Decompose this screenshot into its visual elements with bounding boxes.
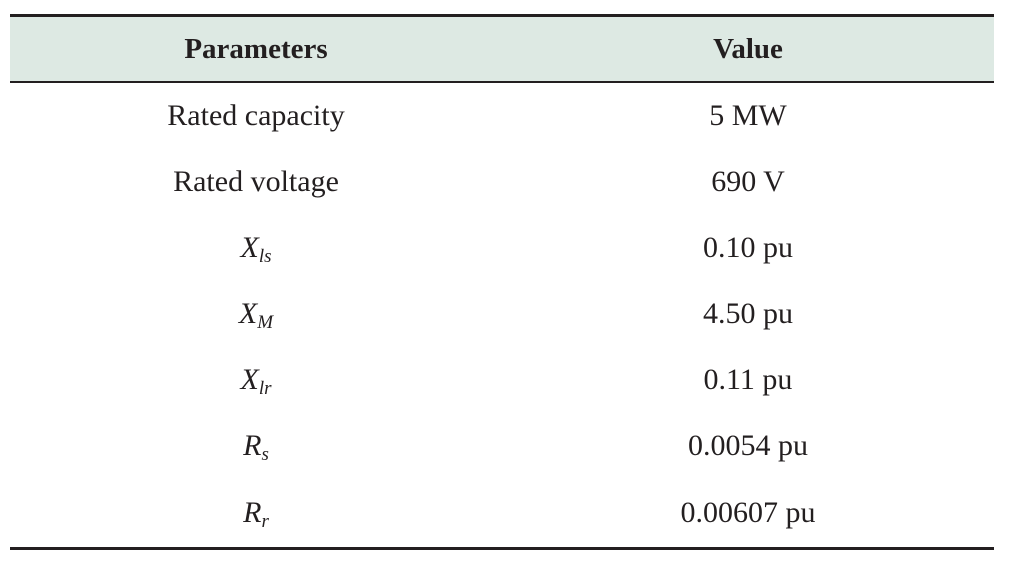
param-cell: XM bbox=[10, 281, 502, 347]
param-symbol: Xlr bbox=[240, 363, 272, 399]
symbol-subscript: lr bbox=[258, 378, 272, 399]
value-cell: 0.11 pu bbox=[703, 363, 793, 396]
table-row: Xlr 0.11 pu bbox=[10, 347, 994, 413]
value-cell: 0.00607 pu bbox=[502, 479, 994, 550]
table-row: XM 4.50 pu bbox=[10, 281, 994, 347]
symbol-base: X bbox=[240, 363, 259, 396]
symbol-subscript: M bbox=[257, 312, 274, 333]
table-row: Rated capacity 5 MW bbox=[10, 82, 994, 149]
param-symbol: XM bbox=[238, 297, 274, 333]
table-row: Rs 0.0054 pu bbox=[10, 413, 994, 479]
symbol-subscript: s bbox=[261, 444, 269, 465]
symbol-base: X bbox=[240, 231, 259, 264]
symbol-subscript: r bbox=[261, 511, 269, 532]
parameters-table: Parameters Value Rated capacity 5 MW Rat… bbox=[10, 14, 994, 550]
param-cell: Xls bbox=[10, 215, 502, 281]
value-cell: 0.0054 pu bbox=[688, 429, 808, 462]
param-cell: Rs bbox=[10, 413, 502, 479]
param-cell: Rr bbox=[10, 479, 502, 550]
symbol-base: R bbox=[243, 429, 262, 462]
table-row: Rr 0.00607 pu bbox=[10, 479, 994, 550]
param-symbol: Xls bbox=[240, 231, 272, 267]
value-cell: 0.10 pu bbox=[703, 231, 793, 264]
param-cell: Rated capacity bbox=[10, 82, 502, 149]
param-cell: Xlr bbox=[10, 347, 502, 413]
table-row: Rated voltage 690 V bbox=[10, 149, 994, 215]
symbol-base: X bbox=[238, 297, 258, 330]
table-row: Xls 0.10 pu bbox=[10, 215, 994, 281]
symbol-base: R bbox=[243, 496, 262, 529]
symbol-subscript: ls bbox=[258, 246, 272, 267]
header-parameters: Parameters bbox=[10, 14, 502, 83]
param-label: Rated voltage bbox=[173, 165, 339, 198]
param-label: Rated capacity bbox=[167, 99, 345, 132]
value-cell: 690 V bbox=[711, 165, 785, 198]
table-header-row: Parameters Value bbox=[10, 14, 994, 83]
value-cell: 4.50 pu bbox=[703, 297, 793, 330]
param-symbol: Rr bbox=[243, 496, 269, 532]
header-value: Value bbox=[502, 14, 994, 83]
parameters-table-container: Parameters Value Rated capacity 5 MW Rat… bbox=[10, 14, 994, 550]
param-cell: Rated voltage bbox=[10, 149, 502, 215]
param-symbol: Rs bbox=[243, 429, 269, 465]
value-cell: 5 MW bbox=[709, 99, 787, 132]
